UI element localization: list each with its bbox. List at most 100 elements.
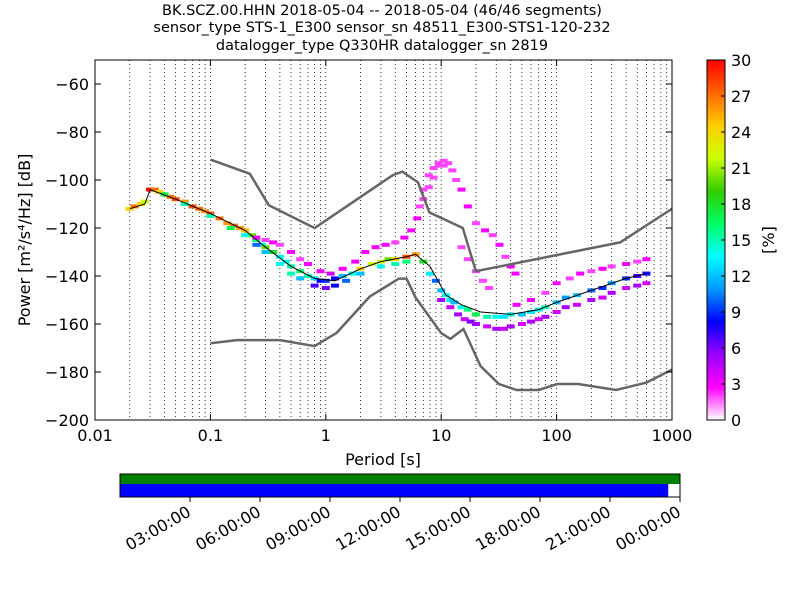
ppsd-cell — [481, 228, 490, 233]
ppsd-cell — [431, 278, 440, 283]
ppsd-cell — [452, 178, 461, 182]
ppsd-cell — [338, 274, 347, 278]
ppsd-cell — [281, 259, 290, 264]
ppsd-cell — [248, 233, 257, 238]
ppsd-cell — [565, 276, 574, 281]
plot-area — [95, 60, 672, 420]
ppsd-cell — [150, 187, 159, 192]
time-coverage-bar — [119, 473, 681, 498]
ppsd-cell — [437, 288, 446, 293]
ppsd-cell — [326, 271, 335, 276]
y-axis-label: Power [m²/s⁴/Hz] [dB] — [15, 154, 34, 327]
y-tick-label: −200 — [45, 411, 89, 430]
colorbar-tick-label: 6 — [731, 339, 741, 358]
ppsd-cell — [552, 310, 561, 314]
ppsd-cell — [155, 190, 164, 194]
ppsd-cell — [457, 305, 466, 310]
ppsd-cell — [633, 283, 642, 288]
ppsd-cell — [561, 295, 570, 300]
ppsd-cell — [457, 245, 466, 250]
ppsd-cell — [526, 310, 535, 314]
ppsd-cell — [160, 192, 169, 197]
ppsd-cell — [206, 214, 215, 218]
ppsd-cell — [607, 290, 616, 295]
ppsd-cell — [252, 242, 261, 247]
processed-coverage-bar — [120, 484, 669, 497]
colorbar-tick-label: 27 — [731, 87, 751, 106]
ppsd-cell — [402, 259, 411, 264]
ppsd-cell — [429, 175, 438, 180]
ppsd-cell — [561, 305, 570, 310]
ppsd-cell — [485, 286, 494, 290]
y-tick-label: −140 — [45, 267, 89, 286]
time-tick-label: 09:00:00 — [262, 502, 334, 554]
ppsd-cell — [269, 250, 278, 254]
ppsd-cell — [471, 312, 480, 317]
ppsd-cell — [576, 271, 585, 276]
data-coverage-bar — [120, 474, 680, 484]
x-tick-label: 0.01 — [77, 426, 113, 445]
title-line-3: datalogger_type Q330HR datalogger_sn 281… — [216, 38, 548, 54]
ppsd-cell — [642, 257, 651, 262]
colorbar-tick-label: 18 — [731, 195, 751, 214]
ppsd-cell — [598, 286, 607, 290]
ppsd-cell — [598, 266, 607, 271]
x-tick-label: 1000 — [652, 426, 693, 445]
ppsd-cell — [471, 221, 480, 226]
time-tick-label: 03:00:00 — [122, 502, 194, 554]
ppsd-cell — [356, 271, 365, 276]
time-tick-label: 18:00:00 — [472, 502, 544, 554]
ppsd-cell — [450, 300, 459, 305]
ppsd-cell — [361, 250, 370, 254]
ppsd-cell — [526, 298, 535, 302]
ppsd-cell — [434, 163, 443, 168]
ppsd-cell — [483, 314, 492, 319]
ppsd-cell — [413, 216, 422, 221]
ppsd-cell — [466, 319, 475, 324]
noise-model-nhnm — [209, 158, 672, 273]
ppsd-cell — [391, 262, 400, 266]
ppsd-cell — [622, 262, 631, 266]
ppsd-cell — [415, 204, 424, 209]
ppsd-cell — [448, 168, 457, 173]
ppsd-cell — [499, 314, 508, 319]
ppsd-cell — [488, 233, 497, 238]
ppsd-cell — [384, 257, 393, 262]
ppsd-cell — [587, 298, 596, 302]
time-tick-label: 00:00:00 — [612, 502, 684, 554]
ppsd-cell — [261, 238, 270, 242]
ppsd-cell — [296, 257, 305, 262]
y-tick-label: −120 — [45, 219, 89, 238]
ppsd-cell — [642, 281, 651, 286]
ppsd-cell — [275, 254, 284, 259]
time-axis-labels: 03:00:0006:00:0009:00:0012:00:0015:00:00… — [122, 497, 684, 554]
ppsd-cell — [446, 298, 455, 302]
ppsd-cell — [607, 264, 616, 269]
ppsd-cell — [391, 240, 400, 245]
y-tick-label: −100 — [45, 171, 89, 190]
ppsd-cell — [223, 221, 232, 226]
colorbar-tick-label: 0 — [731, 411, 741, 430]
ppsd-cell — [351, 259, 360, 264]
ppsd-cell — [424, 185, 433, 190]
ppsd-cell — [367, 262, 376, 266]
ppsd-cell — [492, 326, 501, 331]
ppsd-cell — [330, 283, 339, 288]
ppsd-cell — [252, 235, 261, 240]
colorbar-tick-label: 12 — [731, 267, 751, 286]
title-line-1: BK.SCZ.00.HHN 2018-05-04 -- 2018-05-04 (… — [162, 3, 602, 19]
ppsd-cell — [321, 278, 330, 283]
ppsd-cell — [316, 278, 325, 283]
ppsd-cell — [321, 286, 330, 290]
ppsd-cell — [419, 259, 428, 264]
title-line-2: sensor_type STS-1_E300 sensor_sn 48511_E… — [153, 20, 610, 36]
ppsd-cell — [429, 166, 438, 170]
ppsd-cell — [434, 161, 443, 166]
ppsd-cell — [310, 283, 319, 288]
ppsd-cell — [330, 276, 339, 281]
ppsd-cell — [381, 242, 390, 247]
x-tick-label: 10 — [431, 426, 451, 445]
ppsd-cell — [492, 314, 501, 319]
ppsd-cell — [512, 302, 521, 307]
